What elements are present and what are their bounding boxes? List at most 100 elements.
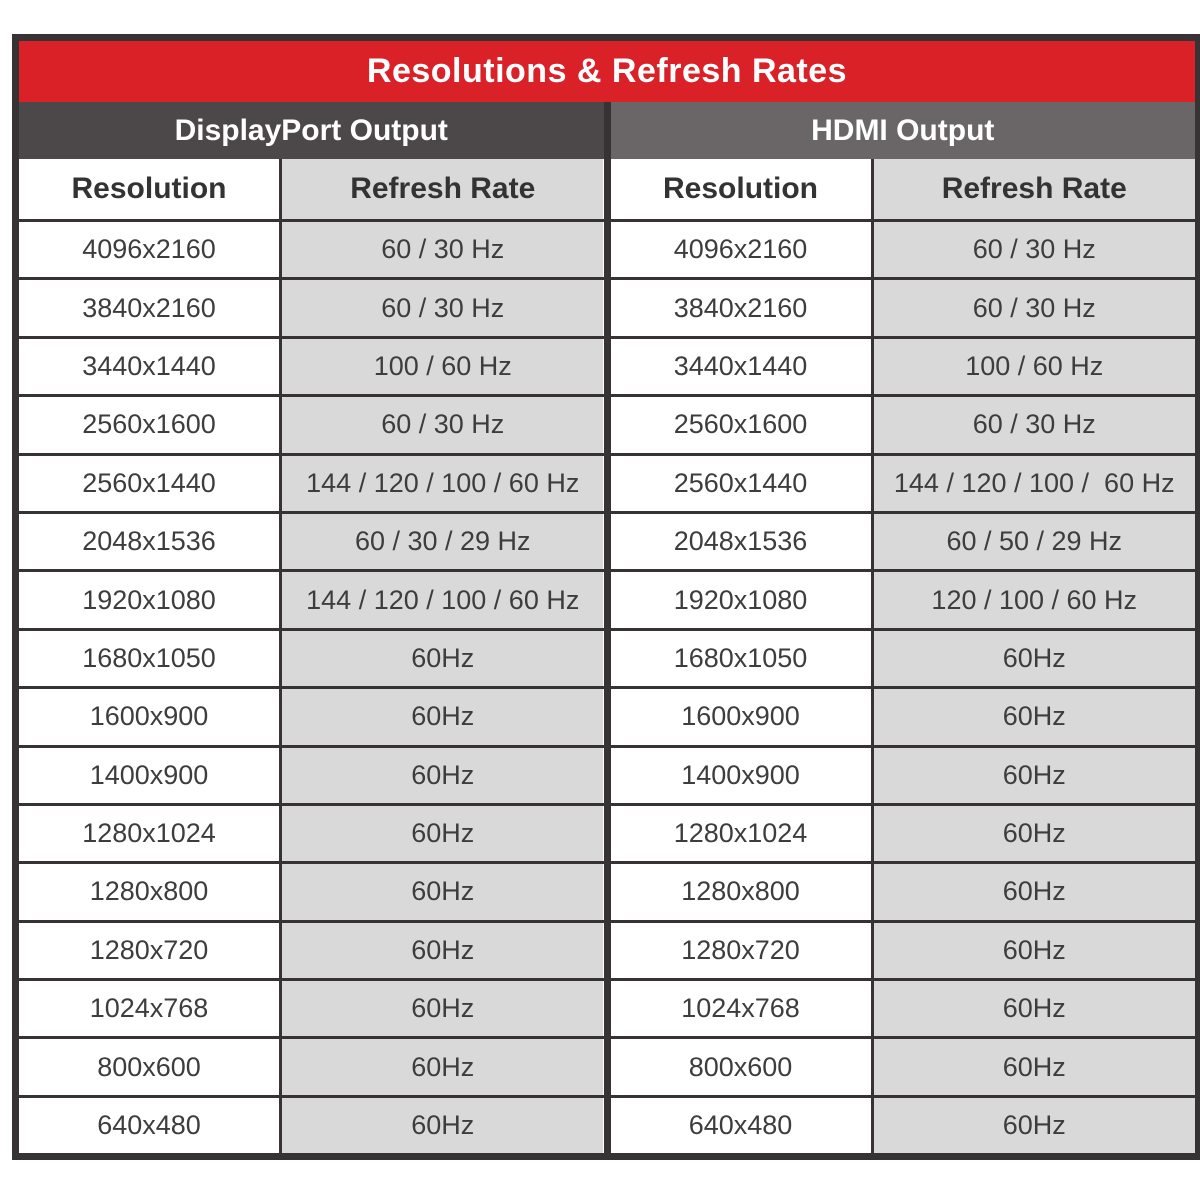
- hdmi-resolution-column-header: Resolution: [610, 159, 874, 219]
- refresh-rate-cell: 60 / 30 Hz: [873, 222, 1195, 278]
- resolution-cell: 3840x2160: [610, 280, 874, 336]
- displayport-section-header: DisplayPort Output: [19, 102, 604, 159]
- resolution-cell: 1920x1080: [19, 572, 283, 628]
- refresh-rate-cell: 60Hz: [282, 689, 604, 745]
- refresh-rate-cell: 60Hz: [282, 1097, 604, 1154]
- table-row: 1400x900 60Hz: [610, 744, 1195, 803]
- resolutions-table: Resolutions & Refresh Rates DisplayPort …: [12, 34, 1200, 1161]
- resolution-cell: 1280x800: [19, 864, 283, 920]
- refresh-rate-cell: 60Hz: [282, 805, 604, 862]
- resolution-cell: 1280x1024: [610, 805, 874, 862]
- resolution-cell: 4096x2160: [19, 222, 283, 278]
- table-row: 640x480 60Hz: [19, 1094, 604, 1154]
- hdmi-section-header: HDMI Output: [610, 102, 1195, 159]
- refresh-rate-cell: 60Hz: [282, 864, 604, 920]
- resolution-cell: 800x600: [610, 1039, 874, 1095]
- refresh-rate-cell: 60Hz: [282, 981, 604, 1037]
- resolution-cell: 2560x1440: [610, 455, 874, 511]
- hdmi-refresh-rate-column-header: Refresh Rate: [873, 159, 1195, 219]
- table-row: 1400x900 60Hz: [19, 744, 604, 803]
- resolution-cell: 1280x720: [19, 922, 283, 979]
- resolution-cell: 2560x1440: [19, 455, 283, 511]
- refresh-rate-cell: 144 / 120 / 100 / 60 Hz: [873, 455, 1195, 511]
- resolution-cell: 1920x1080: [610, 572, 874, 628]
- table-row: 1280x800 60Hz: [610, 861, 1195, 920]
- refresh-rate-cell: 60 / 50 / 29 Hz: [873, 513, 1195, 570]
- refresh-rate-cell: 60Hz: [873, 922, 1195, 979]
- refresh-rate-cell: 60 / 30 Hz: [282, 397, 604, 453]
- refresh-rate-cell: 144 / 120 / 100 / 60 Hz: [282, 455, 604, 511]
- table-row: 1680x1050 60Hz: [610, 627, 1195, 687]
- refresh-rate-cell: 60Hz: [873, 630, 1195, 687]
- table-row: 1920x1080 144 / 120 / 100 / 60 Hz: [19, 569, 604, 628]
- table-row: 4096x2160 60 / 30 Hz: [19, 219, 604, 278]
- resolution-cell: 3840x2160: [19, 280, 283, 336]
- refresh-rate-cell: 60 / 30 Hz: [282, 280, 604, 336]
- table-row: 1280x800 60Hz: [19, 861, 604, 920]
- resolution-cell: 2560x1600: [19, 397, 283, 453]
- resolution-cell: 1024x768: [19, 981, 283, 1037]
- resolution-cell: 4096x2160: [610, 222, 874, 278]
- hdmi-rows: 4096x2160 60 / 30 Hz 3840x2160 60 / 30 Hz 34…: [610, 219, 1195, 1154]
- refresh-rate-cell: 60Hz: [282, 630, 604, 687]
- table-row: 3440x1440 100 / 60 Hz: [19, 335, 604, 395]
- table-row: 2048x1536 60 / 50 / 29 Hz: [610, 510, 1195, 570]
- refresh-rate-cell: 60Hz: [873, 805, 1195, 862]
- refresh-rate-cell: 60 / 30 Hz: [873, 280, 1195, 336]
- table-row: 3840x2160 60 / 30 Hz: [610, 277, 1195, 336]
- table-row: 1280x720 60Hz: [610, 919, 1195, 979]
- refresh-rate-cell: 60Hz: [282, 1039, 604, 1095]
- resolution-cell: 1280x1024: [19, 805, 283, 862]
- refresh-rate-cell: 60Hz: [873, 747, 1195, 803]
- table-title: Resolutions & Refresh Rates: [19, 41, 1195, 102]
- table-row: 800x600 60Hz: [19, 1036, 604, 1095]
- table-row: 1600x900 60Hz: [610, 686, 1195, 745]
- displayport-refresh-rate-column-header: Refresh Rate: [282, 159, 604, 219]
- resolution-cell: 1024x768: [610, 981, 874, 1037]
- refresh-rate-cell: 60Hz: [873, 864, 1195, 920]
- table-row: 800x600 60Hz: [610, 1036, 1195, 1095]
- table-row: 1280x1024 60Hz: [19, 802, 604, 862]
- resolution-cell: 1400x900: [610, 747, 874, 803]
- refresh-rate-cell: 100 / 60 Hz: [873, 338, 1195, 395]
- table-row: 1280x720 60Hz: [19, 919, 604, 979]
- refresh-rate-cell: 60 / 30 / 29 Hz: [282, 513, 604, 570]
- table-row: 2560x1600 60 / 30 Hz: [610, 394, 1195, 453]
- refresh-rate-cell: 60Hz: [873, 981, 1195, 1037]
- refresh-rate-cell: 60Hz: [873, 1039, 1195, 1095]
- table-row: 2048x1536 60 / 30 / 29 Hz: [19, 510, 604, 570]
- resolution-cell: 640x480: [610, 1097, 874, 1154]
- refresh-rate-cell: 60Hz: [873, 1097, 1195, 1154]
- resolution-cell: 640x480: [19, 1097, 283, 1154]
- refresh-rate-cell: 100 / 60 Hz: [282, 338, 604, 395]
- resolution-cell: 1280x720: [610, 922, 874, 979]
- table-row: 1680x1050 60Hz: [19, 627, 604, 687]
- displayport-section: DisplayPort Output Resolution Refresh Ra…: [19, 102, 604, 1154]
- resolution-cell: 1600x900: [19, 689, 283, 745]
- resolution-cell: 1280x800: [610, 864, 874, 920]
- resolution-cell: 1680x1050: [610, 630, 874, 687]
- table-row: 2560x1600 60 / 30 Hz: [19, 394, 604, 453]
- resolution-cell: 3440x1440: [610, 338, 874, 395]
- resolution-cell: 800x600: [19, 1039, 283, 1095]
- table-row: 1600x900 60Hz: [19, 686, 604, 745]
- displayport-column-headers: Resolution Refresh Rate: [19, 159, 604, 219]
- refresh-rate-cell: 60Hz: [282, 922, 604, 979]
- table-row: 1280x1024 60Hz: [610, 802, 1195, 862]
- table-body: DisplayPort Output Resolution Refresh Ra…: [19, 102, 1196, 1154]
- resolution-cell: 2048x1536: [19, 513, 283, 570]
- table-row: 2560x1440 144 / 120 / 100 / 60 Hz: [19, 452, 604, 511]
- displayport-resolution-column-header: Resolution: [19, 159, 283, 219]
- refresh-rate-cell: 60Hz: [873, 689, 1195, 745]
- refresh-rate-cell: 60 / 30 Hz: [282, 222, 604, 278]
- resolution-cell: 2560x1600: [610, 397, 874, 453]
- table-row: 3840x2160 60 / 30 Hz: [19, 277, 604, 336]
- refresh-rate-cell: 120 / 100 / 60 Hz: [873, 572, 1195, 628]
- refresh-rate-cell: 144 / 120 / 100 / 60 Hz: [282, 572, 604, 628]
- refresh-rate-cell: 60 / 30 Hz: [873, 397, 1195, 453]
- resolution-cell: 1400x900: [19, 747, 283, 803]
- hdmi-column-headers: Resolution Refresh Rate: [610, 159, 1196, 219]
- refresh-rate-cell: 60Hz: [282, 747, 604, 803]
- resolution-cell: 1680x1050: [19, 630, 283, 687]
- displayport-rows: 4096x2160 60 / 30 Hz 3840x2160 60 / 30 Hz 34…: [19, 219, 604, 1154]
